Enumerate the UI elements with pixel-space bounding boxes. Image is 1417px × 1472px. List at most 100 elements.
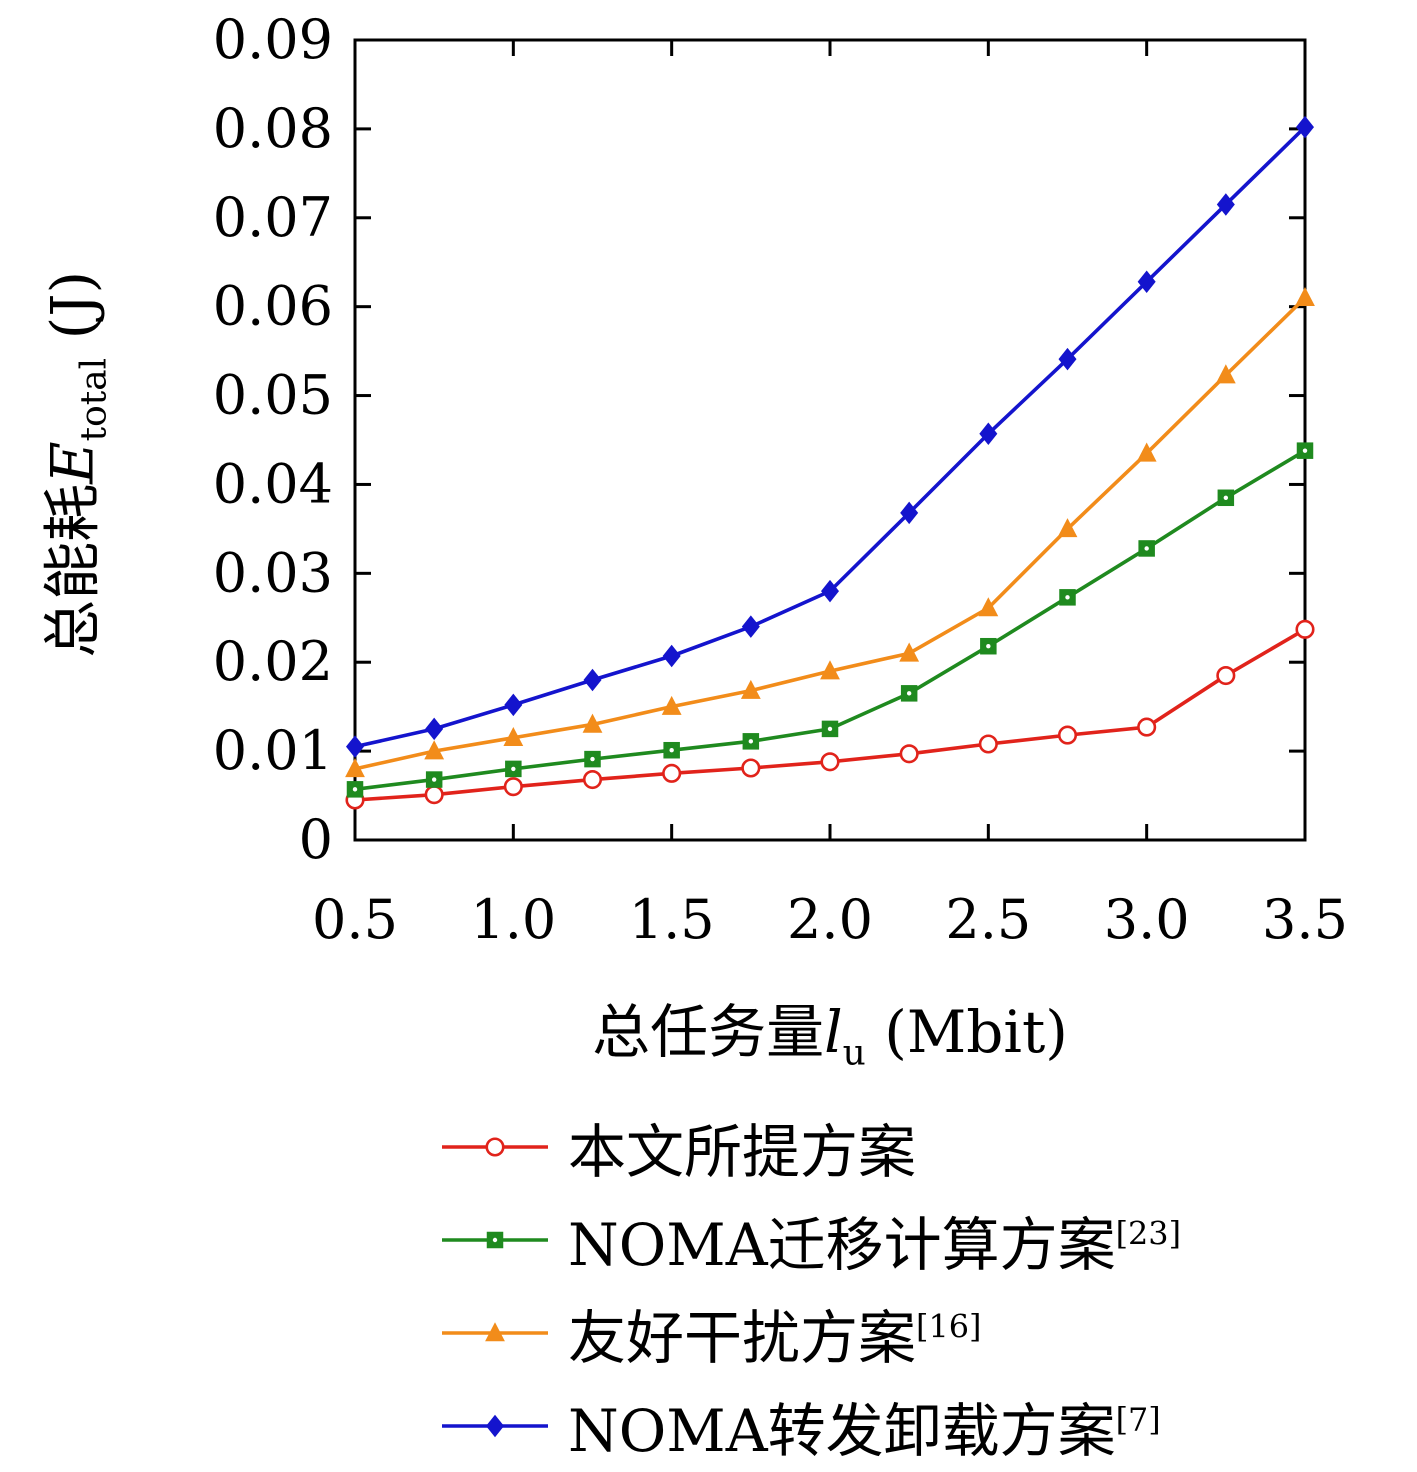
x-tick-label: 1.5 — [629, 888, 715, 951]
circle-marker-icon — [503, 777, 523, 797]
triangle-marker-icon — [661, 695, 682, 715]
diamond-marker-icon — [900, 501, 919, 525]
y-axis-label: 总能耗Etotal (J) — [26, 84, 115, 844]
square-marker-dot — [1302, 448, 1308, 453]
triangle-marker-icon — [485, 1321, 505, 1341]
diamond-marker-icon — [1137, 270, 1156, 294]
x-axis-label-variable: l — [824, 998, 843, 1066]
legend-citation: [23] — [1115, 1214, 1182, 1253]
x-tick-label: 1.0 — [470, 888, 556, 951]
x-tick-label: 2.0 — [787, 888, 873, 951]
triangle-marker-icon — [740, 679, 761, 699]
square-marker-dot — [906, 691, 912, 696]
y-axis-label-text: 总能耗 — [38, 483, 107, 658]
legend-item: 友好干扰方案[16] — [440, 1286, 1181, 1379]
legend-label: 本文所提方案 — [568, 1117, 917, 1186]
legend: 本文所提方案 NOMA迁移计算方案[23] 友好干扰方案[16] NOMA转发卸载方案… — [440, 1100, 1181, 1472]
circle-marker-icon — [1137, 717, 1157, 737]
circle-marker-icon — [485, 1136, 505, 1157]
legend-citation: [7] — [1115, 1400, 1161, 1439]
diamond-marker-icon — [662, 644, 681, 668]
triangle-marker-icon — [1215, 364, 1236, 384]
triangle-marker-icon — [424, 740, 445, 760]
circle-marker-icon — [1216, 666, 1236, 686]
y-tick-label: 0.06 — [213, 275, 333, 338]
legend-marker — [442, 1414, 548, 1437]
diamond-marker-icon — [486, 1414, 504, 1437]
circle-marker-icon — [424, 785, 444, 805]
legend-label: 友好干扰方案[16] — [568, 1303, 982, 1372]
diamond-marker-icon — [583, 668, 602, 692]
x-axis-label-text: 总任务量 — [592, 998, 825, 1066]
triangle-marker-icon — [345, 758, 365, 778]
y-tick-label: 0.02 — [213, 630, 333, 693]
circle-marker-icon — [978, 734, 998, 754]
circle-marker-icon — [899, 744, 919, 764]
circle-marker-icon — [741, 758, 761, 778]
triangle-marker-icon — [820, 660, 840, 680]
square-marker-dot — [669, 748, 674, 753]
x-axis-label: 总任务量lu (Mbit) — [0, 985, 1417, 1074]
series-square — [346, 442, 1314, 798]
diamond-marker-icon — [346, 735, 364, 758]
y-tick-label: 0.09 — [213, 8, 333, 71]
series-line — [354, 627, 1306, 802]
diamond-marker-icon — [1058, 347, 1077, 371]
x-tick-label: 2.5 — [945, 888, 1031, 951]
triangle-marker-icon — [1295, 286, 1315, 307]
legend-item: NOMA转发卸载方案[7] — [440, 1379, 1181, 1472]
circle-marker-icon — [1057, 725, 1078, 745]
square-marker-dot — [986, 644, 991, 649]
x-axis-label-subscript: u — [842, 1032, 866, 1074]
triangle-marker-icon — [899, 642, 920, 662]
square-marker-dot — [431, 777, 437, 782]
diamond-marker-icon — [425, 717, 444, 741]
diamond-marker-icon — [979, 422, 998, 446]
triangle-marker-icon — [582, 713, 603, 733]
triangle-marker-icon — [1057, 518, 1078, 538]
square-marker-dot — [1065, 595, 1070, 600]
x-tick-label: 0.5 — [312, 888, 398, 951]
circle-marker-icon — [820, 752, 840, 772]
diamond-marker-icon — [741, 615, 760, 638]
legend-label: NOMA迁移计算方案[23] — [568, 1210, 1182, 1279]
y-tick-label: 0.04 — [213, 452, 333, 515]
square-marker-dot — [748, 739, 754, 744]
square-marker-dot — [1144, 546, 1149, 551]
x-tick-label: 3.5 — [1262, 888, 1348, 951]
triangle-marker-icon — [1136, 442, 1157, 462]
legend-citation: [16] — [916, 1307, 982, 1346]
legend-item: 本文所提方案 — [440, 1100, 1181, 1193]
y-tick-label: 0.08 — [213, 97, 333, 160]
series-diamond — [346, 115, 1314, 758]
circle-marker-icon — [1295, 619, 1315, 639]
y-axis-label-variable: E — [38, 441, 107, 484]
legend-label: NOMA转发卸载方案[7] — [568, 1396, 1161, 1465]
y-tick-label: 0 — [299, 808, 333, 871]
y-tick-label: 0.01 — [213, 719, 333, 782]
series-line — [354, 296, 1307, 771]
square-marker-dot — [1223, 495, 1229, 500]
y-tick-label: 0.05 — [213, 364, 333, 427]
legend-item: NOMA迁移计算方案[23] — [440, 1193, 1181, 1286]
series-line — [354, 449, 1306, 792]
legend-marker — [442, 1136, 548, 1157]
y-axis-label-unit: (J) — [38, 270, 107, 358]
square-marker-dot — [492, 1237, 498, 1242]
diamond-marker-icon — [1296, 115, 1314, 139]
square-marker-dot — [352, 787, 358, 792]
y-axis-label-subscript: total — [73, 357, 115, 442]
y-tick-label: 0.07 — [213, 186, 333, 249]
series-circle-open — [345, 619, 1315, 810]
diamond-marker-icon — [504, 693, 523, 717]
series-triangle — [345, 286, 1315, 778]
diamond-marker-icon — [821, 579, 839, 603]
square-marker-dot — [827, 726, 833, 732]
circle-marker-icon — [662, 763, 682, 783]
chart-canvas: 0 0.01 0.02 0.03 0.04 0.05 0.06 0.07 0.08 0.09 0.5… — [213, 8, 1348, 951]
square-marker-dot — [590, 756, 595, 762]
triangle-marker-icon — [978, 597, 999, 617]
circle-marker-icon — [582, 770, 603, 790]
legend-marker — [442, 1321, 548, 1341]
